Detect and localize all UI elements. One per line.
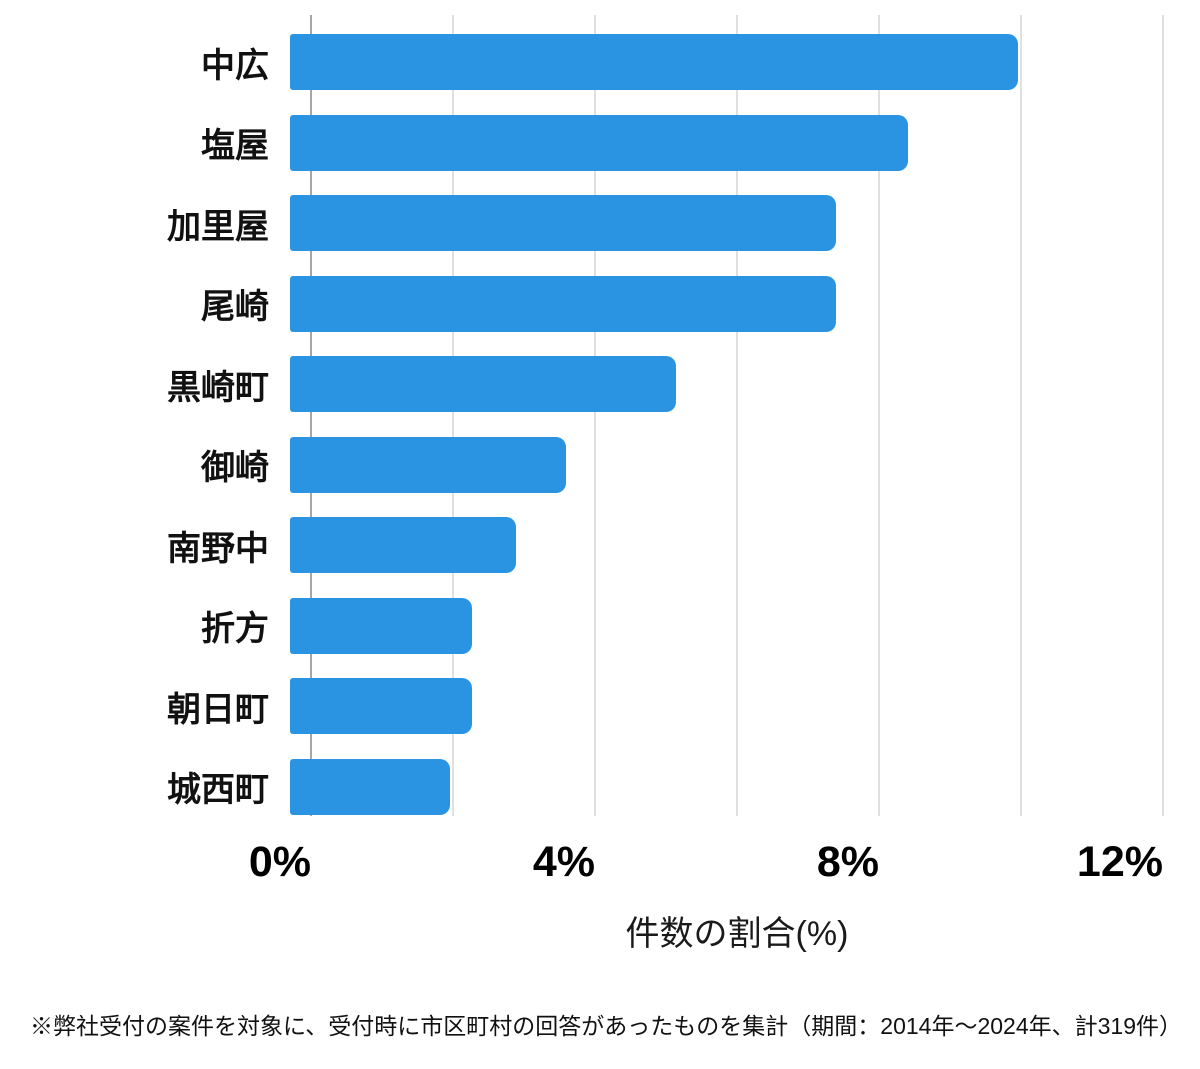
bar-row: 御崎 xyxy=(0,425,1163,506)
bar xyxy=(290,275,836,332)
bar-track xyxy=(290,103,1163,184)
x-axis-title: 件数の割合(%) xyxy=(625,915,849,953)
footnote: ※弊社受付の案件を対象に、受付時に市区町村の回答があったものを集計（期間：201… xyxy=(30,1013,1183,1039)
gridline xyxy=(877,15,880,816)
bar-row: 城西町 xyxy=(0,747,1163,828)
bar xyxy=(290,356,676,413)
bar xyxy=(290,34,1018,91)
bar-track xyxy=(290,586,1163,667)
x-axis-ticks: 0% 4% 8% 12% xyxy=(0,841,1200,891)
bar-row: 南野中 xyxy=(0,505,1163,586)
bar-row: 黒崎町 xyxy=(0,344,1163,425)
x-tick-label: 4% xyxy=(532,838,595,886)
bar-row: 折方 xyxy=(0,586,1163,667)
bar-track xyxy=(290,344,1163,425)
bar xyxy=(290,517,516,574)
category-label: 城西町 xyxy=(167,771,269,810)
category-label: 中広 xyxy=(201,46,269,85)
bar-track xyxy=(290,747,1163,828)
bar xyxy=(290,195,836,252)
x-tick-label: 8% xyxy=(816,838,879,886)
category-label: 御崎 xyxy=(201,449,269,488)
bar-track xyxy=(290,264,1163,345)
bar-track xyxy=(290,505,1163,586)
grid-layer xyxy=(310,15,1164,816)
category-label: 尾崎 xyxy=(201,288,269,327)
x-tick-label: 12% xyxy=(1076,838,1163,886)
bar-row: 朝日町 xyxy=(0,666,1163,747)
bar-track xyxy=(290,183,1163,264)
category-label: 塩屋 xyxy=(201,127,269,166)
category-label: 南野中 xyxy=(167,529,269,568)
gridline xyxy=(1162,15,1164,816)
category-label: 朝日町 xyxy=(167,690,269,729)
bar-row: 塩屋 xyxy=(0,103,1163,184)
category-label: 折方 xyxy=(201,610,269,649)
rows-layer: 中広塩屋加里屋尾崎黒崎町御崎南野中折方朝日町城西町 xyxy=(0,22,1163,827)
gridline xyxy=(593,15,596,816)
category-label: 黒崎町 xyxy=(167,368,269,407)
x-tick-label: 0% xyxy=(248,838,311,886)
bar xyxy=(290,758,451,815)
bar xyxy=(290,678,472,735)
bar-track xyxy=(290,425,1163,506)
bar-row: 尾崎 xyxy=(0,264,1163,345)
bar-row: 中広 xyxy=(0,22,1163,103)
bar-track xyxy=(290,666,1163,747)
bar xyxy=(290,436,567,493)
bar-track xyxy=(290,22,1163,103)
gridline xyxy=(736,15,738,816)
bar xyxy=(290,114,909,171)
bar-row: 加里屋 xyxy=(0,183,1163,264)
y-axis-line xyxy=(310,15,312,816)
category-label: 加里屋 xyxy=(167,207,269,246)
bar xyxy=(290,597,472,654)
gridline xyxy=(1020,15,1022,816)
gridline xyxy=(451,15,454,816)
